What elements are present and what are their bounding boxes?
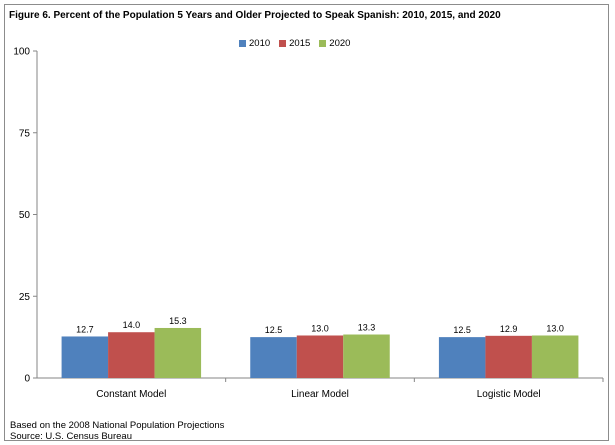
legend-swatch-2020 [319, 40, 327, 47]
bar-2010-0 [61, 336, 109, 378]
y-tick-label-25: 25 [19, 292, 31, 303]
data-label-2015-1: 13.0 [311, 323, 329, 333]
x-tick-label-0: Constant Model [96, 389, 166, 400]
x-tick-label-1: Linear Model [291, 389, 349, 400]
bar-2020-1 [343, 334, 390, 378]
chart-title: Figure 6. Percent of the Population 5 Ye… [9, 10, 501, 21]
data-label-2020-0: 15.3 [169, 316, 187, 326]
legend-item-2015: 2015 [279, 38, 310, 49]
data-label-2010-2: 12.5 [453, 325, 471, 335]
legend-item-2020: 2020 [319, 38, 350, 49]
bar-2020-2 [531, 335, 579, 378]
legend-label-2010: 2010 [249, 38, 271, 49]
bar-2015-0 [108, 332, 155, 378]
bar-2010-2 [438, 337, 486, 378]
y-tick-label-50: 50 [19, 210, 31, 221]
bar-2015-1 [296, 335, 344, 378]
legend-swatch-2015 [279, 40, 287, 47]
legend-label-2015: 2015 [289, 38, 311, 49]
y-tick-label-100: 100 [13, 47, 30, 58]
chart-legend: 2010 2015 2020 [239, 38, 350, 49]
data-label-2015-0: 14.0 [123, 320, 141, 330]
data-label-2010-1: 12.5 [265, 325, 283, 335]
y-tick-label-0: 0 [24, 374, 30, 385]
bar-2020-0 [154, 327, 202, 378]
data-label-2020-1: 13.3 [358, 323, 376, 333]
legend-swatch-2010 [239, 40, 246, 47]
source-note: Source: U.S. Census Bureau [10, 431, 132, 442]
x-tick-label-2: Logistic Model [477, 389, 541, 400]
data-label-2015-2: 12.9 [500, 324, 518, 334]
data-label-2010-0: 12.7 [76, 324, 94, 334]
legend-item-2010: 2010 [239, 38, 270, 49]
data-label-2020-2: 13.0 [546, 323, 564, 333]
projection-note: Based on the 2008 National Population Pr… [10, 420, 225, 431]
bar-2010-1 [250, 337, 297, 378]
y-tick-label-75: 75 [19, 128, 31, 139]
bar-2015-2 [485, 335, 532, 378]
legend-label-2020: 2020 [329, 38, 351, 49]
